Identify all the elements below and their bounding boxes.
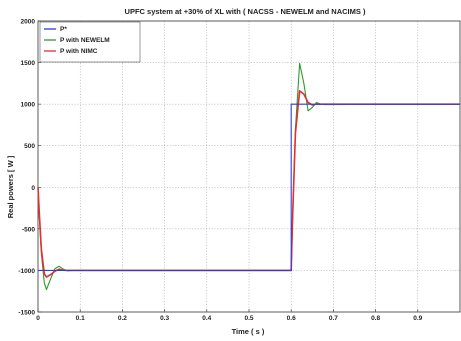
y-axis-label: Real powers [ W ]	[6, 155, 15, 218]
x-tick-label: 0.8	[371, 315, 380, 322]
x-tick-label: 0	[36, 315, 40, 322]
series-line-1	[38, 103, 460, 271]
y-tick-label: -500	[22, 226, 35, 233]
x-tick-label: 0.4	[202, 315, 211, 322]
series-lines	[37, 62, 461, 291]
y-tick-label: -1000	[18, 268, 35, 275]
grid	[38, 21, 460, 312]
x-tick-label: 0.1	[76, 315, 85, 322]
y-tick-label: 1500	[21, 60, 36, 67]
x-tick-label: 0.5	[244, 315, 253, 322]
y-tick-label: 2000	[21, 19, 36, 26]
y-tick-label: 500	[24, 143, 35, 150]
chart-title: UPFC system at +30% of XL with ( NACSS -…	[125, 7, 366, 16]
x-tick-label: 0.9	[413, 315, 422, 322]
y-tick-label: 0	[31, 185, 35, 192]
legend-label: P*	[60, 26, 67, 33]
legend-label: P with NIMC	[60, 48, 98, 55]
x-tick-label: 0.6	[287, 315, 296, 322]
legend-box	[39, 21, 141, 63]
x-axis-label: Time ( s )	[232, 327, 265, 336]
axis-ticks: 0 0.1 0.2 0.3 0.4 0.5 0.6 0.7 0.8 0.9 -1500 -1000 -5…	[18, 19, 422, 323]
y-tick-label: -1500	[18, 310, 35, 317]
x-tick-label: 0.3	[160, 315, 169, 322]
y-tick-label: 1000	[21, 102, 36, 109]
x-tick-label: 0.2	[118, 315, 127, 322]
x-tick-label: 0.7	[329, 315, 338, 322]
legend-label: P with NEWELM	[60, 37, 110, 44]
legend: P* P with NEWELM P with NIMC	[39, 21, 141, 63]
